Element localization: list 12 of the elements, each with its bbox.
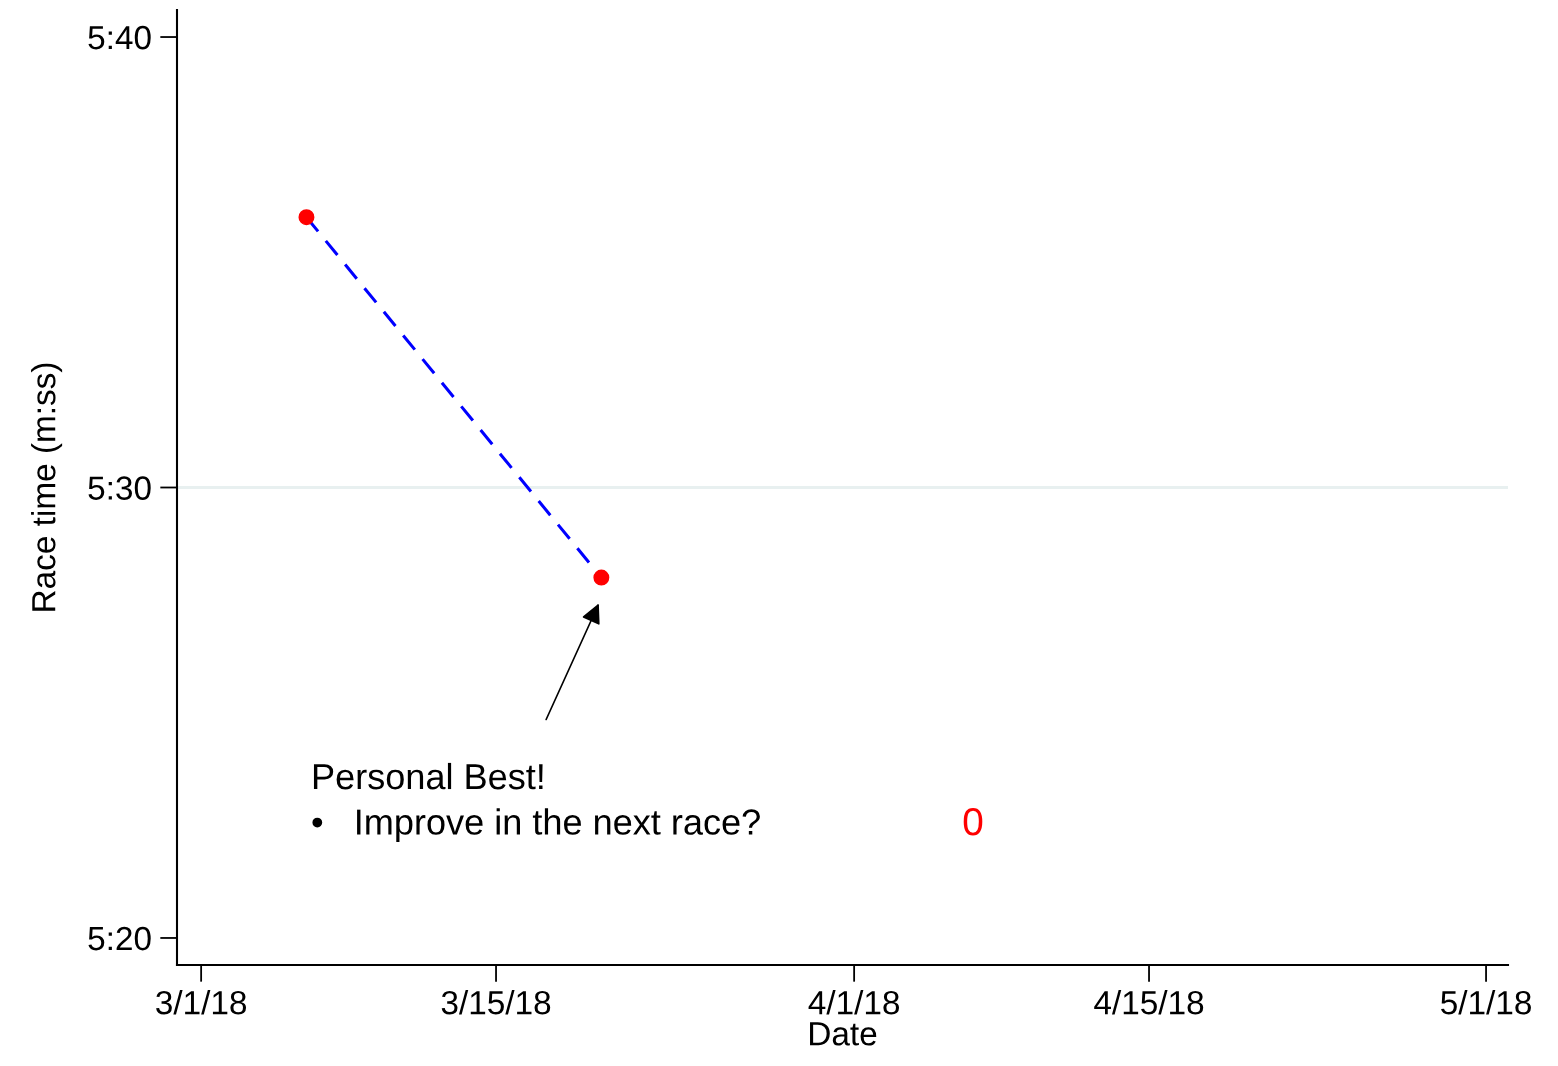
x-tick-label: 4/15/18 — [1094, 990, 1204, 1015]
y-tick-label: 5:20 — [88, 926, 151, 951]
y-axis-title: Race time (m:ss) — [31, 363, 63, 611]
x-tick-label: 3/15/18 — [441, 990, 551, 1015]
annotation: Personal Best! • Improve in the next race? — [312, 762, 760, 842]
x-tick-label: 4/1/18 — [808, 990, 900, 1015]
x-tick-label: 5/1/18 — [1441, 990, 1531, 1015]
annotation: 0 — [963, 807, 983, 836]
x-tick-label: 3/1/18 — [156, 990, 247, 1015]
y-tick-label: 5:40 — [88, 25, 151, 50]
x-axis-title: Date — [810, 1022, 877, 1046]
y-tick-label: 5:30 — [88, 476, 151, 500]
